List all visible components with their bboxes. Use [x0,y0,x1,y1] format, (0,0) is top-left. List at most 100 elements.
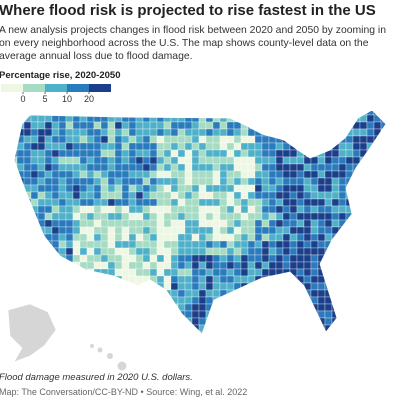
county [86,128,95,137]
county [100,110,109,116]
county [72,219,81,228]
county [359,289,368,298]
county [107,156,116,165]
county [128,240,137,249]
county [226,191,235,200]
county [191,121,200,130]
county [44,191,53,200]
county [184,177,193,186]
county [296,184,305,193]
county [205,170,214,179]
county [100,233,109,242]
county [79,282,88,291]
county [373,149,382,158]
county [65,289,74,298]
county [289,310,298,319]
county [247,268,256,277]
county [345,282,354,291]
county [44,212,53,221]
county [149,191,158,200]
county [114,198,123,207]
county [72,289,81,298]
county [128,310,137,319]
county [156,205,165,214]
county [135,142,144,151]
county [282,110,291,116]
county [275,254,284,263]
county [170,149,179,158]
county [51,121,60,130]
county [79,149,88,158]
county [100,324,109,333]
county [275,198,284,207]
county [198,170,207,179]
county [373,317,382,326]
county [275,296,284,305]
county [198,261,207,270]
county [205,254,214,263]
county [233,205,242,214]
county [247,198,256,207]
county [359,261,368,270]
county [338,142,347,151]
county [205,198,214,207]
county [107,212,116,221]
county [352,212,361,221]
county [275,205,284,214]
county [93,142,102,151]
county [93,226,102,235]
legend-tick-label: 10 [62,94,72,104]
county [149,324,158,333]
county [338,149,347,158]
county [338,254,347,263]
county [226,226,235,235]
county [366,156,375,165]
county [261,247,270,256]
county [37,289,46,298]
county [170,254,179,263]
county [373,324,382,333]
county [324,135,333,144]
county [282,310,291,319]
county [240,184,249,193]
county [93,219,102,228]
county [93,282,102,291]
county [366,163,375,172]
county [121,310,130,319]
county [324,268,333,277]
county [310,282,319,291]
county [142,163,151,172]
county [303,275,312,284]
county [14,184,18,193]
county [177,296,186,305]
county [233,149,242,158]
county [240,121,249,130]
county [324,177,333,186]
county [86,289,95,298]
county [366,282,375,291]
county [324,310,333,319]
county [247,317,256,326]
county [65,156,74,165]
county [72,331,81,334]
legend: Percentage rise, 2020-2050 0 5 10 20 [0,70,199,106]
county [121,303,130,312]
county [16,240,25,249]
county [345,310,354,319]
county [233,261,242,270]
county [212,135,221,144]
county [268,275,277,284]
county [30,184,39,193]
county [23,142,32,151]
county [44,170,53,179]
county [247,254,256,263]
county [121,114,130,123]
county [16,114,25,123]
county [219,114,228,123]
county [184,289,193,298]
county [212,254,221,263]
county [289,114,298,123]
county [282,163,291,172]
county [247,114,256,123]
county [170,219,179,228]
